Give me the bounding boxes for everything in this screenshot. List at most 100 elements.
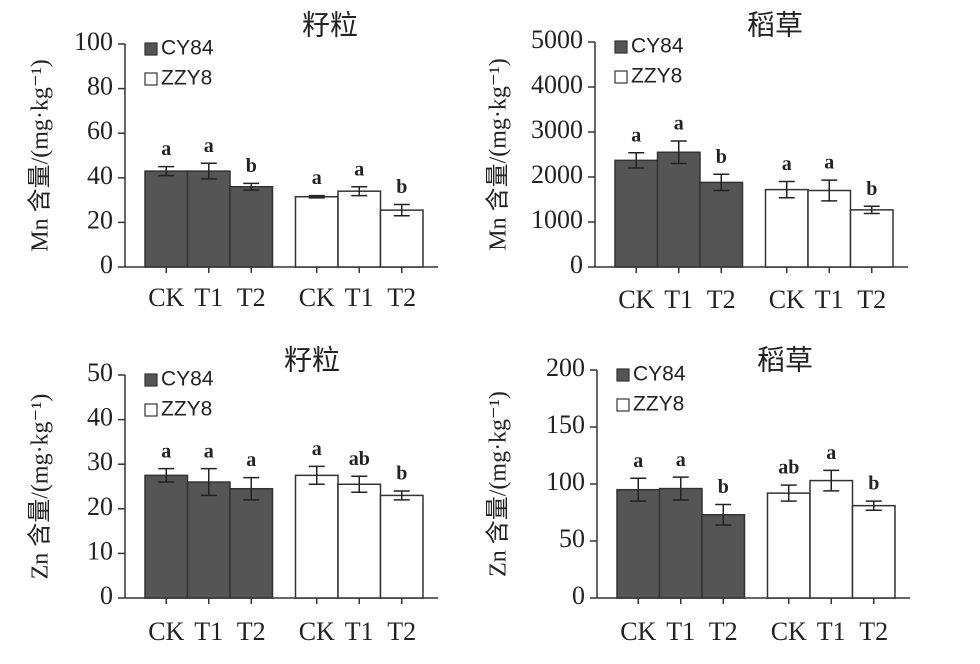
significance-label: a: [204, 135, 214, 157]
bar: [186, 481, 231, 599]
chart-title: 籽粒: [302, 9, 358, 41]
y-tick-label: 10: [87, 536, 113, 565]
significance-label: ab: [349, 448, 370, 470]
y-tick-label: 0: [572, 581, 585, 610]
legend-swatch: [144, 42, 158, 56]
y-tick-label: 5000: [531, 25, 583, 54]
bar: [379, 494, 424, 599]
chart-title: 籽粒: [284, 344, 340, 376]
legend-label: CY84: [161, 368, 214, 391]
y-tick-label: 1000: [531, 205, 583, 234]
bar: [614, 159, 659, 268]
significance-label: a: [826, 442, 836, 464]
significance-label: a: [676, 449, 686, 471]
legend-label: CY84: [161, 37, 214, 60]
significance-label: a: [161, 440, 171, 462]
y-tick-label: 50: [87, 358, 113, 387]
significance-label: b: [396, 176, 407, 198]
significance-label: a: [312, 438, 322, 460]
y-tick-label: 20: [87, 492, 113, 521]
bar: [337, 190, 382, 268]
x-tick-label: CK: [299, 283, 335, 312]
x-tick-label: T2: [387, 283, 416, 312]
legend-label: CY84: [631, 35, 684, 58]
legend-swatch: [614, 40, 628, 54]
x-tick-label: T1: [666, 617, 695, 646]
y-tick-label: 100: [74, 27, 113, 56]
x-tick-label: T2: [857, 285, 886, 314]
legend-swatch: [614, 70, 628, 84]
x-tick-label: CK: [620, 617, 656, 646]
y-axis-label: Zn 含量/(mg·kg⁻¹): [485, 391, 512, 577]
bar: [616, 488, 661, 599]
bar: [229, 487, 274, 599]
y-tick-label: 0: [100, 250, 113, 279]
y-axis-label: Zn 含量/(mg·kg⁻¹): [27, 394, 54, 580]
x-tick-label: T2: [237, 617, 266, 646]
x-tick-label: T1: [817, 617, 846, 646]
bar: [656, 151, 701, 268]
significance-label: a: [246, 449, 256, 471]
legend-label: ZZY8: [633, 393, 684, 416]
x-tick-label: CK: [148, 617, 184, 646]
legend-swatch: [616, 398, 630, 412]
y-tick-label: 2000: [531, 160, 583, 189]
significance-label: b: [868, 473, 879, 495]
legend-swatch: [144, 72, 158, 86]
y-tick-label: 0: [100, 581, 113, 610]
significance-label: a: [782, 153, 792, 175]
y-tick-label: 100: [546, 467, 585, 496]
x-tick-label: CK: [148, 283, 184, 312]
legend-label: CY84: [633, 363, 686, 386]
y-tick-label: 60: [87, 116, 113, 145]
significance-label: b: [866, 178, 877, 200]
y-tick-label: 80: [87, 72, 113, 101]
y-tick-label: 3000: [531, 115, 583, 144]
legend-swatch: [144, 373, 158, 387]
y-tick-label: 0: [570, 250, 583, 279]
bar: [337, 483, 382, 599]
legend-label: ZZY8: [631, 65, 682, 88]
bar: [294, 196, 339, 268]
significance-label: b: [396, 463, 407, 485]
y-tick-label: 4000: [531, 70, 583, 99]
legend-swatch: [144, 403, 158, 417]
bar: [294, 474, 339, 599]
y-tick-label: 20: [87, 205, 113, 234]
bar: [807, 189, 852, 268]
x-tick-label: T1: [194, 283, 223, 312]
significance-label: ab: [778, 457, 799, 479]
bar: [658, 487, 703, 599]
legend-label: ZZY8: [161, 398, 212, 421]
bar: [809, 479, 854, 599]
bar: [144, 474, 189, 599]
bar: [766, 492, 811, 599]
x-tick-label: T2: [387, 617, 416, 646]
bar: [229, 185, 274, 268]
bar: [849, 209, 894, 268]
x-tick-label: CK: [771, 617, 807, 646]
x-tick-label: T2: [859, 617, 888, 646]
chart-title: 稻草: [747, 9, 803, 41]
bar: [144, 170, 189, 268]
x-tick-label: T2: [709, 617, 738, 646]
x-tick-label: T1: [345, 283, 374, 312]
x-tick-label: T1: [664, 285, 693, 314]
x-tick-label: T1: [345, 617, 374, 646]
y-axis-label: Mn 含量/(mg·kg⁻¹): [485, 58, 512, 251]
y-tick-label: 50: [559, 524, 585, 553]
y-tick-label: 150: [546, 410, 585, 439]
bar: [851, 504, 896, 599]
y-axis-label: Mn 含量/(mg·kg⁻¹): [27, 59, 54, 252]
significance-label: a: [674, 113, 684, 135]
x-tick-label: T1: [815, 285, 844, 314]
bar: [186, 170, 231, 268]
chart-title: 稻草: [757, 344, 813, 376]
x-tick-label: T2: [237, 283, 266, 312]
x-tick-label: CK: [618, 285, 654, 314]
significance-label: a: [312, 167, 322, 189]
y-tick-label: 40: [87, 403, 113, 432]
legend-swatch: [616, 368, 630, 382]
significance-label: b: [246, 155, 257, 177]
